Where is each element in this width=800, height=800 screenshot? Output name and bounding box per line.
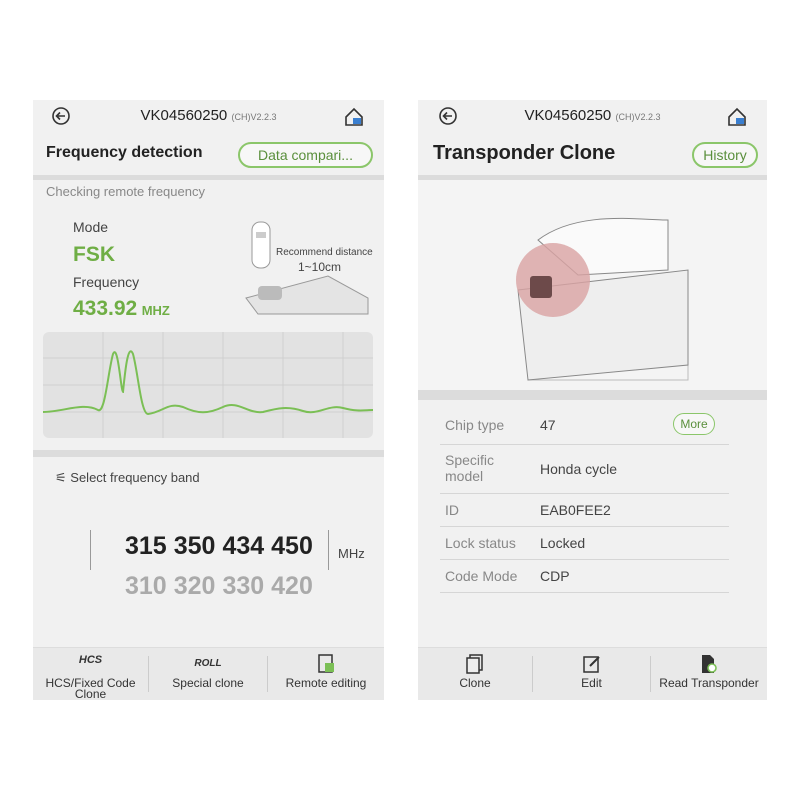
device-header: VK04560250 (CH)V2.2.3 [418, 107, 767, 124]
band[interactable]: 434 [222, 532, 265, 560]
frequency-screen: VK04560250 (CH)V2.2.3 Frequency detectio… [33, 100, 384, 700]
tool-icon [583, 656, 600, 673]
selected-bands[interactable]: 315 350 434 450 [125, 532, 320, 561]
band-label: ⚟ Select frequency band [55, 470, 200, 485]
mode-label: Mode [73, 219, 109, 235]
band[interactable]: 320 [173, 572, 216, 600]
info-row: Lock status Locked [440, 527, 729, 560]
band[interactable]: 315 [125, 532, 167, 560]
band[interactable]: 420 [271, 572, 313, 600]
frequency-label: Frequency [73, 274, 140, 290]
frequency-reading: 433.92 MHZ [73, 297, 170, 321]
row-value: Honda cycle [540, 461, 618, 477]
history-button[interactable]: History [692, 142, 758, 168]
band[interactable]: 350 [173, 532, 216, 560]
edit-tool[interactable]: Edit [533, 648, 650, 700]
picker-divider [90, 530, 91, 570]
status: Checking remote frequency [46, 184, 205, 199]
tool-icon [702, 655, 717, 673]
tool-icon: ROLL [194, 658, 222, 669]
separator [418, 175, 767, 180]
tool-icon [318, 654, 334, 673]
waveform-panel [43, 332, 373, 438]
remote-illustration [245, 221, 369, 315]
hint-value: 1~10cm [298, 260, 342, 274]
home-button[interactable] [343, 106, 365, 128]
tool-divider [267, 656, 268, 692]
tool-icon: HCS [78, 654, 103, 666]
info-row: Code Mode CDP [440, 560, 729, 593]
row-label: Specific model [445, 452, 495, 484]
tool-label: Special clone [172, 676, 244, 690]
band[interactable]: 450 [271, 532, 313, 560]
tool-divider [148, 656, 149, 692]
device-header: VK04560250 (CH)V2.2.3 [33, 107, 384, 124]
button-label: More [680, 417, 708, 431]
home-button[interactable] [726, 106, 748, 128]
button-label: History [703, 147, 747, 163]
band[interactable]: 310 [125, 572, 167, 600]
info-row: Chip type 47 More [440, 406, 729, 445]
row-value: EAB0FEE2 [540, 502, 611, 518]
toolbar: Clone Edit Read Transponder [418, 647, 767, 700]
row-label: Lock status [445, 535, 516, 551]
mode-value: FSK [73, 243, 115, 266]
version: (CH)V2.2.3 [615, 112, 661, 122]
frequency-value: 433.92 [73, 297, 138, 320]
row-label: Code Mode [445, 568, 518, 584]
row-label: Chip type [445, 417, 505, 433]
tool-label: Read Transponder [659, 676, 759, 690]
clone-illustration [418, 180, 767, 390]
row-value: CDP [540, 568, 570, 584]
transponder-screen: VK04560250 (CH)V2.2.3 Transponder Clone … [418, 100, 767, 700]
info-row: ID EAB0FEE2 [440, 494, 729, 527]
version: (CH)V2.2.3 [231, 112, 277, 122]
hint-label: Recommend distance [276, 247, 373, 258]
info-row: Specific model Honda cycle [440, 445, 729, 494]
separator [418, 390, 767, 400]
data-compare-button[interactable]: Data compari... [238, 142, 373, 168]
hcs-tool[interactable]: HCS HCS/Fixed Code Clone [33, 648, 148, 700]
tool-label: HCS/Fixed Code Clone [45, 676, 136, 700]
picker-divider [328, 530, 329, 570]
other-bands[interactable]: 310 320 330 420 [125, 572, 320, 601]
remote-edit-tool[interactable]: Remote editing [268, 648, 384, 700]
toolbar: HCS HCS/Fixed Code Clone ROLL Special clon… [33, 647, 384, 700]
separator [33, 450, 384, 457]
button-label: Data compari... [258, 147, 353, 163]
clone-tool[interactable]: Clone [418, 648, 532, 700]
frequency-unit: MHZ [141, 303, 170, 318]
row-value: Locked [540, 535, 586, 551]
read-tool[interactable]: Read Transponder [651, 648, 767, 700]
tool-divider [532, 656, 533, 692]
screen-title: Transponder Clone [433, 142, 616, 164]
separator [33, 175, 384, 180]
back-button[interactable] [51, 106, 71, 126]
row-label: ID [445, 502, 459, 518]
back-button[interactable] [438, 106, 458, 126]
tool-icon [466, 654, 483, 674]
band-label-text: Select frequency band [70, 470, 200, 485]
device-id: VK04560250 [524, 107, 612, 124]
row-value: 47 [540, 417, 556, 433]
device-id: VK04560250 [140, 107, 228, 124]
band-unit: MHz [338, 546, 365, 561]
tool-divider [650, 656, 651, 692]
special-tool[interactable]: ROLL Special clone [149, 648, 267, 700]
tool-label: Clone [459, 676, 491, 690]
tool-label: Edit [581, 676, 602, 690]
tool-label: Remote editing [285, 676, 367, 690]
more-button[interactable]: More [673, 413, 715, 435]
band[interactable]: 330 [222, 572, 265, 600]
screen-title: Frequency detection [46, 144, 203, 161]
